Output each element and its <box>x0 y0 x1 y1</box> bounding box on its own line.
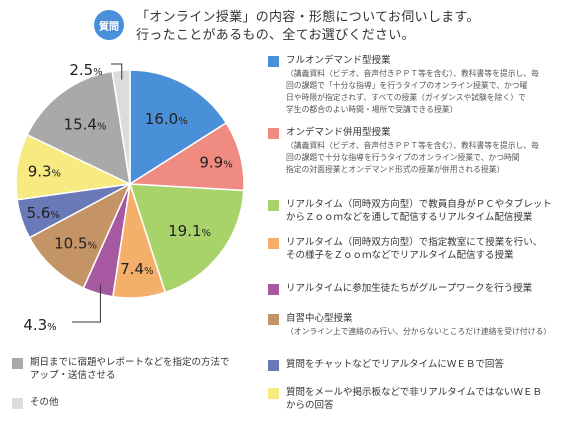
question-text-line1: 「オンライン授業」の内容・形態についてお伺いします。 <box>136 10 480 25</box>
pie-label-8: 15.4% <box>64 116 107 134</box>
legend-description: （講義資料（ビデオ、音声付きＰＰＴ等を含む）、教科書等を提示し、毎 回の課題で十分… <box>286 141 539 174</box>
pie-label-4: 4.3% <box>23 316 56 334</box>
pie-label-3: 7.4% <box>120 260 153 278</box>
legend-title: 質問をチャットなどでリアルタイムにＷＥＢで回答 <box>286 359 504 370</box>
legend-title: フルオンデマンド型授業 <box>286 55 391 66</box>
legend-swatch <box>268 238 279 249</box>
question-badge: 質問 <box>94 10 124 40</box>
pie-label-9: 2.5% <box>69 61 102 79</box>
legend-swatch <box>12 358 23 369</box>
legend-title: リアルタイム（同時双方向型）で教員自身がＰＣやタブレット からＺｏｏｍなどを通して… <box>286 199 552 223</box>
legend-title: 期日までに宿題やレポートなどを指定の方法で アップ・送信させる <box>30 357 230 381</box>
legend-title: リアルタイム（同時双方向型）で指定教室にて授業を行い、 その様子をＺｏｏｍなどでリ… <box>286 237 543 261</box>
legend-title: リアルタイムに参加生徒たちがグループワークを行う授業 <box>286 283 533 294</box>
legend-title: その他 <box>30 397 59 408</box>
pie-label-7: 9.3% <box>28 163 61 181</box>
pie-label-1: 9.9% <box>199 154 232 172</box>
pie-slice-0 <box>129 69 228 186</box>
legend-description: （講義資料（ビデオ、音声付きＰＰＴ等を含む）、教科書等を提示し、毎 回の課題で「十… <box>286 69 539 114</box>
pie-label-6: 5.6% <box>27 204 60 222</box>
question-text-line2: 行ったことがあるもの、全てお選びください。 <box>136 28 415 43</box>
legend-swatch <box>268 360 279 371</box>
legend-swatch <box>268 388 279 399</box>
leader-line-9 <box>111 63 123 80</box>
legend-swatch <box>268 56 279 67</box>
legend-swatch <box>268 284 279 295</box>
pie-label-0: 16.0% <box>145 110 188 128</box>
pie-slice-9 <box>111 69 131 185</box>
leader-lines <box>72 63 123 323</box>
pie-label-2: 19.1% <box>168 222 211 240</box>
legend-swatch <box>12 398 23 409</box>
legend-swatch <box>268 200 279 211</box>
legend-swatch <box>268 128 279 139</box>
pie-labels: 16.0% 9.9% 19.1% 7.4% 4.3% 10.5% 5.6% 9.3% 15.4%… <box>23 61 232 334</box>
leader-line-4 <box>72 284 101 323</box>
legend-title: 質問をメールや掲示板などで非リアルタイムではないＷＥＢ からの回答 <box>286 387 543 411</box>
pie-slice-5 <box>28 182 132 290</box>
pie-slice-8 <box>26 70 131 186</box>
legend-title: 自習中心型授業 <box>286 313 353 324</box>
question-header: 質問 「オンライン授業」の内容・形態についてお伺いします。 行ったことがあるもの… <box>0 0 570 48</box>
legend-description: （オンライン上で連絡のみ行い、分からないところだけ連絡を受け付ける） <box>286 327 552 336</box>
legend-title: オンデマンド併用型授業 <box>286 127 391 138</box>
pie-label-5: 10.5% <box>54 234 97 252</box>
legend-swatch <box>268 314 279 325</box>
pie-slices <box>15 69 245 299</box>
pie-slice-2 <box>128 183 245 294</box>
